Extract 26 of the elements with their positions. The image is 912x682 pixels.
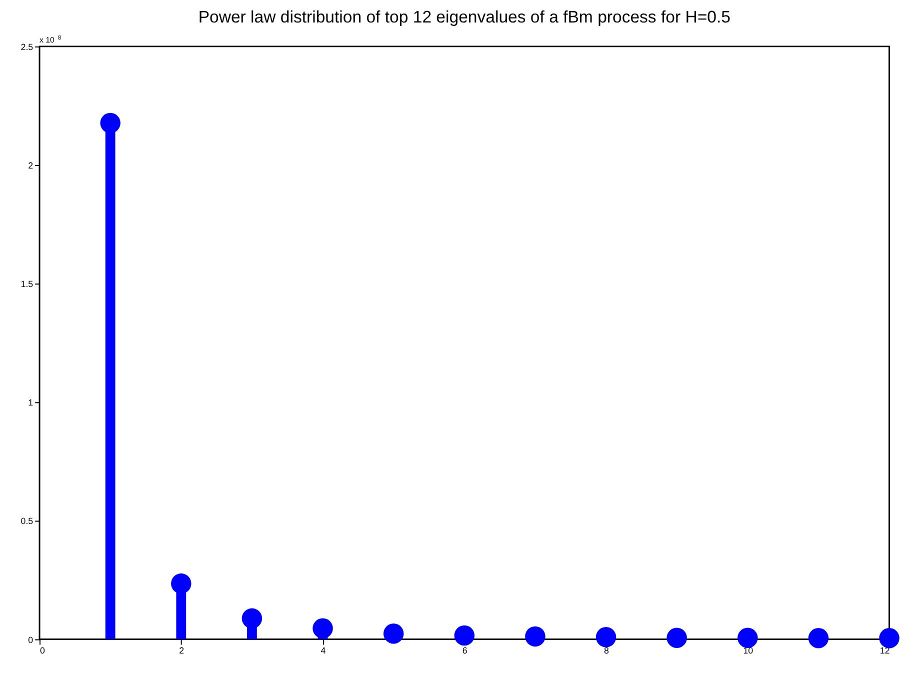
- point: [454, 625, 475, 646]
- point: [242, 608, 262, 629]
- point: [596, 627, 616, 648]
- x-tick-label: 0: [40, 646, 46, 656]
- y-tick-label: 2.5: [20, 42, 34, 52]
- point: [383, 623, 404, 644]
- point: [100, 112, 120, 134]
- point: [171, 573, 192, 594]
- x-tick-label: 8: [604, 646, 610, 656]
- y-tick-label: 1.5: [20, 279, 34, 290]
- point: [808, 628, 829, 648]
- x-tick-label: 2: [179, 646, 184, 656]
- chart-title: Power law distribution of top 12 eigenvalues of a fBm process for H=0.5: [198, 8, 730, 27]
- point: [666, 628, 687, 648]
- point: [738, 628, 758, 648]
- x-tick-label: 12: [880, 646, 890, 656]
- y-tick-label: 1: [28, 398, 34, 408]
- y-tick-label: 0.5: [20, 516, 34, 526]
- x-tick-label: 4: [320, 646, 326, 656]
- x-tick-label: 10: [743, 646, 754, 656]
- point: [525, 626, 546, 647]
- point: [879, 628, 900, 648]
- y-tick-label: 0: [28, 634, 34, 645]
- y-tick-label: 2: [28, 160, 34, 170]
- point: [312, 618, 333, 638]
- x-tick-label: 6: [462, 646, 468, 656]
